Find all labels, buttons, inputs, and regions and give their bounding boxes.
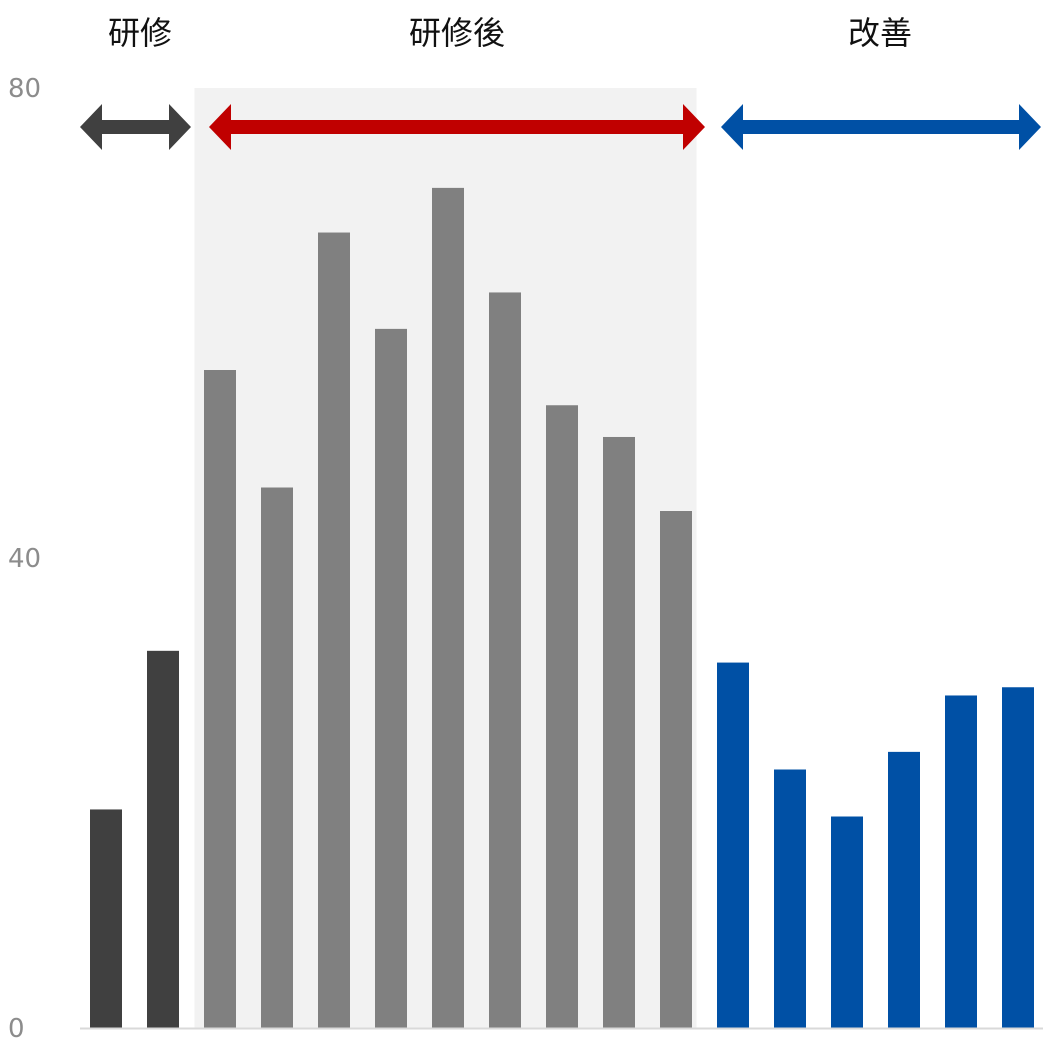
phase-label-2: 改善 bbox=[848, 14, 912, 52]
bar-15 bbox=[945, 695, 977, 1028]
bar-13 bbox=[831, 816, 863, 1028]
y-tick-label-1: 40 bbox=[8, 544, 41, 574]
phase-arrow-0 bbox=[80, 104, 191, 150]
bar-7 bbox=[489, 292, 521, 1028]
bar-16 bbox=[1002, 687, 1034, 1028]
phase-arrow-2 bbox=[721, 104, 1041, 150]
bar-0 bbox=[90, 809, 122, 1028]
bar-3 bbox=[261, 487, 293, 1028]
y-tick-labels: 0 40 80 bbox=[8, 74, 41, 1038]
phase-arrows bbox=[80, 104, 1041, 150]
bar-11 bbox=[717, 662, 749, 1028]
bar-9 bbox=[603, 436, 635, 1029]
bar-8 bbox=[546, 405, 578, 1028]
phase-labels: 研修 研修後 改善 bbox=[108, 14, 912, 52]
y-tick-label-2: 80 bbox=[8, 74, 41, 104]
bar-2 bbox=[204, 370, 236, 1028]
bar-10 bbox=[660, 511, 692, 1028]
y-tick-label-0: 0 bbox=[8, 1014, 25, 1038]
bar-1 bbox=[147, 650, 179, 1028]
bar-layer bbox=[90, 187, 1034, 1029]
phase-arrow-1 bbox=[209, 104, 705, 150]
bar-6 bbox=[432, 187, 464, 1028]
bar-4 bbox=[318, 232, 350, 1028]
bar-12 bbox=[774, 769, 806, 1028]
phase-label-1: 研修後 bbox=[409, 14, 505, 52]
bar-14 bbox=[888, 751, 920, 1028]
phase-label-0: 研修 bbox=[108, 14, 172, 52]
bar-5 bbox=[375, 328, 407, 1028]
